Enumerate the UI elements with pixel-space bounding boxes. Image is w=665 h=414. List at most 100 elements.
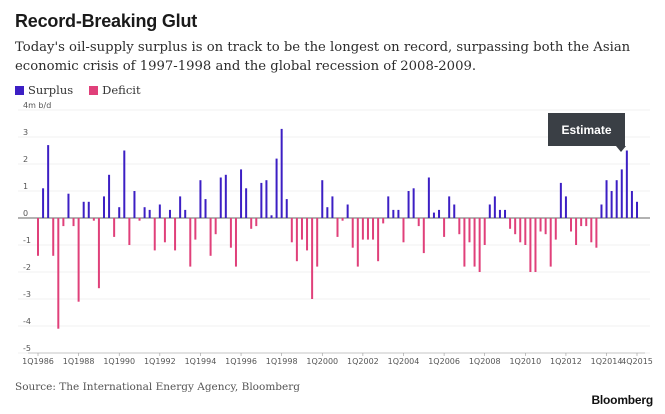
deficit-bar bbox=[341, 218, 344, 221]
deficit-bar bbox=[57, 218, 60, 329]
deficit-bar bbox=[575, 218, 578, 245]
deficit-bar bbox=[62, 218, 65, 227]
deficit-bar bbox=[174, 218, 177, 251]
chart-title: Record-Breaking Glut bbox=[15, 11, 198, 31]
surplus-bar bbox=[407, 191, 410, 218]
y-tick-label: 2 bbox=[23, 155, 28, 164]
x-tick-label: 1Q1998 bbox=[266, 357, 298, 365]
x-tick-label: 1Q2014 bbox=[591, 357, 623, 365]
surplus-bar bbox=[204, 199, 207, 218]
y-tick-label: 1 bbox=[23, 182, 28, 191]
surplus-bar bbox=[493, 196, 496, 218]
x-tick-label: 1Q1994 bbox=[185, 357, 217, 365]
surplus-bar bbox=[42, 188, 45, 218]
surplus-bar bbox=[108, 174, 111, 218]
surplus-bar bbox=[610, 191, 613, 218]
deficit-bar bbox=[163, 218, 166, 243]
surplus-bar bbox=[123, 150, 126, 218]
surplus-bar bbox=[498, 209, 501, 218]
deficit-bar bbox=[417, 218, 420, 227]
surplus-bar bbox=[559, 182, 562, 218]
surplus-bar bbox=[453, 204, 456, 218]
deficit-bar bbox=[585, 218, 588, 227]
y-tick-label: -5 bbox=[23, 344, 31, 353]
deficit-bar bbox=[52, 218, 55, 256]
surplus-bar bbox=[488, 204, 491, 218]
x-tick-label: 1Q1986 bbox=[22, 357, 54, 365]
deficit-bar bbox=[138, 218, 141, 221]
surplus-bar bbox=[265, 180, 268, 218]
surplus-bar bbox=[331, 196, 334, 218]
deficit-bar bbox=[402, 218, 405, 243]
surplus-bar bbox=[143, 207, 146, 218]
surplus-bar bbox=[219, 177, 222, 218]
deficit-bar bbox=[250, 218, 253, 229]
deficit-bar bbox=[77, 218, 80, 302]
surplus-bar bbox=[179, 196, 182, 218]
surplus-bar bbox=[397, 209, 400, 218]
x-tick-label: 1Q2004 bbox=[388, 357, 420, 365]
surplus-bar bbox=[564, 196, 567, 218]
deficit-bar bbox=[209, 218, 212, 256]
surplus-bar bbox=[275, 158, 278, 218]
surplus-bar bbox=[615, 180, 618, 218]
deficit-bar bbox=[534, 218, 537, 272]
surplus-bar bbox=[432, 212, 435, 218]
deficit-bar bbox=[580, 218, 583, 227]
deficit-bar bbox=[544, 218, 547, 235]
deficit-bar bbox=[468, 218, 471, 243]
surplus-bar bbox=[102, 196, 105, 218]
deficit-bar bbox=[92, 218, 95, 221]
deficit-bar bbox=[539, 218, 542, 232]
deficit-bar bbox=[458, 218, 461, 235]
x-tick-label: 1Q2010 bbox=[509, 357, 541, 365]
deficit-bar bbox=[336, 218, 339, 237]
deficit-bar bbox=[590, 218, 593, 243]
legend-item-surplus: Surplus bbox=[15, 83, 73, 97]
deficit-bar bbox=[356, 218, 359, 267]
surplus-bar bbox=[605, 180, 608, 218]
surplus-bar bbox=[224, 174, 227, 218]
surplus-bar bbox=[280, 128, 283, 218]
surplus-bar bbox=[438, 209, 441, 218]
surplus-bar bbox=[82, 201, 85, 218]
surplus-bar bbox=[118, 207, 121, 218]
surplus-bar bbox=[412, 188, 415, 218]
surplus-bar bbox=[245, 188, 248, 218]
deficit-bar bbox=[483, 218, 486, 245]
surplus-bar bbox=[346, 204, 349, 218]
surplus-bar bbox=[630, 191, 633, 218]
x-tick-label: 1Q2000 bbox=[306, 357, 338, 365]
x-tick-label: 1Q1996 bbox=[225, 357, 257, 365]
bars bbox=[37, 128, 638, 329]
x-tick-label: 4Q2015 bbox=[621, 357, 653, 365]
deficit-bar bbox=[194, 218, 197, 240]
surplus-bar bbox=[47, 145, 50, 218]
deficit-bar bbox=[97, 218, 100, 289]
surplus-bar bbox=[636, 201, 638, 218]
deficit-bar bbox=[255, 218, 258, 227]
y-axis-ticks: 4m b/d 3 2 1 0 -1 -2 -3 -4 -5 bbox=[23, 101, 51, 353]
deficit-bar bbox=[316, 218, 319, 267]
surplus-bar bbox=[427, 177, 430, 218]
surplus-bar bbox=[133, 191, 136, 218]
surplus-bar bbox=[148, 209, 151, 218]
bloomberg-logo: Bloomberg bbox=[591, 393, 653, 407]
deficit-bar bbox=[229, 218, 232, 248]
deficit-bar bbox=[361, 218, 364, 240]
deficit-bar bbox=[153, 218, 156, 251]
x-tick-label: 1Q2012 bbox=[550, 357, 582, 365]
x-tick-label: 1Q2008 bbox=[469, 357, 501, 365]
deficit-bar bbox=[443, 218, 446, 237]
deficit-bar bbox=[478, 218, 481, 272]
deficit-bar bbox=[524, 218, 527, 245]
legend: Surplus Deficit bbox=[15, 83, 141, 97]
deficit-bar bbox=[595, 218, 598, 248]
x-axis: 1Q1986 1Q1988 1Q1990 1Q1992 1Q1994 1Q1996 1Q19… bbox=[22, 352, 653, 365]
deficit-bar bbox=[234, 218, 237, 267]
legend-swatch-deficit bbox=[89, 85, 99, 95]
surplus-bar bbox=[240, 169, 243, 218]
deficit-bar bbox=[473, 218, 476, 267]
deficit-bar bbox=[366, 218, 369, 240]
estimate-callout: Estimate bbox=[548, 113, 625, 146]
